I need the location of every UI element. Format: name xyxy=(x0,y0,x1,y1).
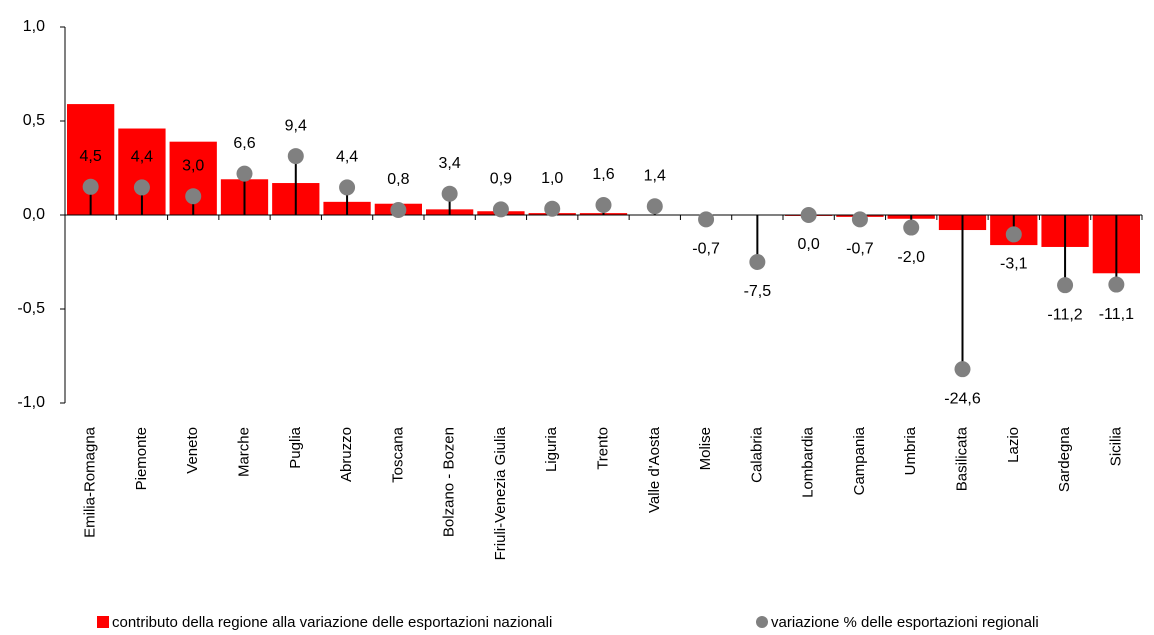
x-tick-label: Lombardia xyxy=(800,426,817,498)
y-tick-label: -1,0 xyxy=(17,394,45,411)
legend-label: contributo della regione alla variazione… xyxy=(112,614,552,631)
legend-swatch xyxy=(97,616,109,628)
x-tick-label: Trento xyxy=(594,427,611,470)
dot xyxy=(800,207,817,223)
data-label: 1,0 xyxy=(541,170,563,187)
data-label: 0,0 xyxy=(798,236,820,253)
dot xyxy=(133,179,150,196)
data-label: 3,4 xyxy=(439,155,461,172)
dot xyxy=(544,200,561,217)
data-label: -3,1 xyxy=(1000,256,1028,273)
dot xyxy=(492,201,509,218)
data-label: -11,1 xyxy=(1099,306,1134,323)
data-label: 4,4 xyxy=(131,149,153,166)
data-label: -24,6 xyxy=(944,390,981,407)
x-tick-label: Marche xyxy=(235,427,252,477)
data-label: 4,4 xyxy=(336,149,358,166)
data-label: -7,5 xyxy=(744,283,772,300)
dot xyxy=(82,178,99,195)
y-tick-label: 0,0 xyxy=(23,206,45,223)
dot xyxy=(236,165,253,182)
x-tick-label: Abruzzo xyxy=(338,427,355,482)
dot xyxy=(646,198,663,215)
data-label: 1,4 xyxy=(644,167,666,184)
y-tick-label: -0,5 xyxy=(17,300,45,317)
y-tick-label: 0,5 xyxy=(23,112,45,129)
dot xyxy=(441,185,458,202)
data-label: 1,6 xyxy=(592,166,614,183)
dot xyxy=(903,219,920,236)
data-label: 6,6 xyxy=(233,135,255,152)
x-tick-label: Friuli-Venezia Giulia xyxy=(492,426,509,560)
dot xyxy=(1057,277,1074,294)
dot xyxy=(390,201,407,218)
x-tick-label: Toscana xyxy=(389,426,406,483)
dot xyxy=(1005,226,1022,243)
x-tick-label: Molise xyxy=(697,427,714,470)
x-tick-label: Veneto xyxy=(184,427,201,474)
dot xyxy=(595,196,612,213)
x-tick-label: Sardegna xyxy=(1056,426,1073,492)
legend-swatch xyxy=(756,616,768,628)
x-tick-label: Lazio xyxy=(1005,427,1022,463)
data-label: -2,0 xyxy=(897,249,925,266)
x-tick-label: Valle d'Aosta xyxy=(646,426,663,513)
dot xyxy=(851,211,868,228)
x-tick-label: Emilia-Romagna xyxy=(82,426,99,538)
legend-label: variazione % delle esportazioni regional… xyxy=(771,614,1039,631)
data-label: 3,0 xyxy=(182,157,204,174)
data-label: -0,7 xyxy=(692,241,720,258)
x-tick-label: Liguria xyxy=(543,426,560,472)
dot xyxy=(698,211,715,228)
dot xyxy=(185,188,202,205)
dot xyxy=(954,361,971,378)
x-tick-label: Piemonte xyxy=(133,427,150,490)
x-tick-label: Campania xyxy=(851,426,868,495)
x-tick-label: Sicilia xyxy=(1107,426,1124,466)
data-label: -11,2 xyxy=(1047,306,1082,323)
data-label: 4,5 xyxy=(80,148,102,165)
dot xyxy=(749,254,766,270)
data-label: 9,4 xyxy=(285,117,307,134)
dot xyxy=(1108,276,1125,293)
x-tick-label: Puglia xyxy=(287,426,304,468)
data-label: 0,9 xyxy=(490,171,512,188)
dot xyxy=(287,148,304,165)
x-tick-label: Calabria xyxy=(748,426,765,483)
x-tick-label: Bolzano - Bozen xyxy=(441,427,458,537)
dot xyxy=(339,179,356,196)
x-tick-label: Umbria xyxy=(902,426,919,475)
data-label: 0,8 xyxy=(387,171,409,188)
data-label: -0,7 xyxy=(846,241,874,258)
x-tick-label: Basilicata xyxy=(953,426,970,491)
y-tick-label: 1,0 xyxy=(23,18,45,35)
